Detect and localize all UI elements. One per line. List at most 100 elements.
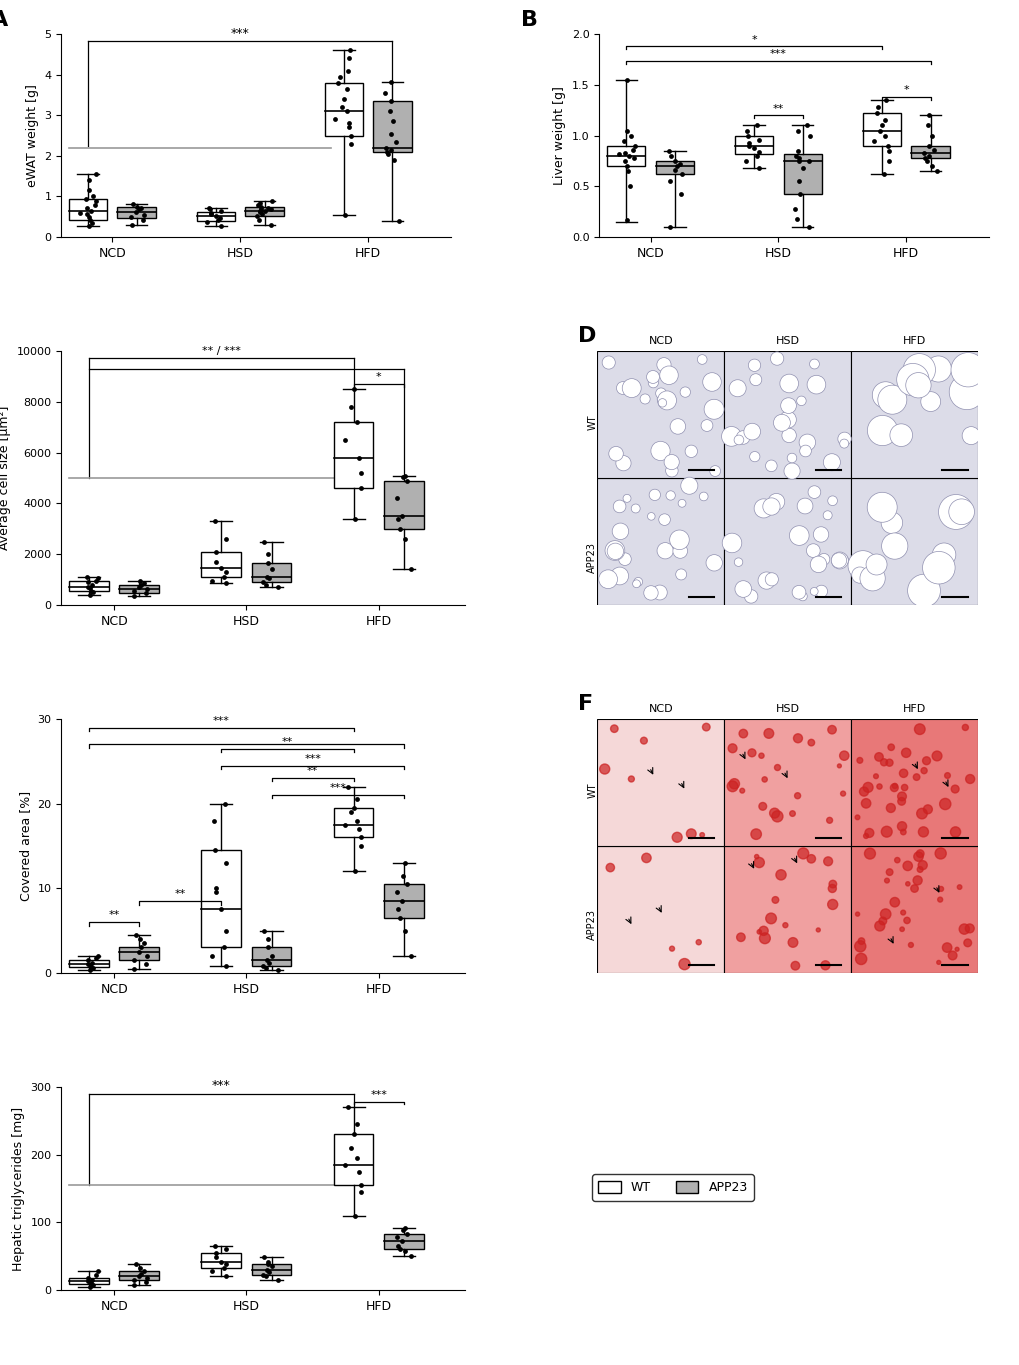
- Bar: [252, 1264, 291, 1275]
- Point: [394, 864, 411, 886]
- Point: [351, 1160, 367, 1182]
- Circle shape: [764, 573, 777, 586]
- Point: [264, 558, 280, 580]
- Point: [78, 197, 95, 218]
- Circle shape: [809, 556, 826, 572]
- Circle shape: [606, 543, 623, 560]
- Point: [878, 135, 895, 157]
- Circle shape: [809, 587, 817, 595]
- Point: [136, 572, 152, 594]
- Circle shape: [963, 939, 971, 947]
- Point: [351, 446, 367, 468]
- Circle shape: [897, 822, 906, 831]
- Text: **: **: [772, 104, 784, 113]
- Point: [790, 171, 806, 192]
- Circle shape: [747, 749, 755, 756]
- Point: [139, 945, 155, 966]
- Point: [389, 898, 406, 920]
- Point: [345, 378, 362, 400]
- Text: **: **: [108, 910, 119, 920]
- Circle shape: [864, 848, 874, 859]
- Point: [800, 216, 816, 238]
- Point: [218, 1265, 234, 1287]
- Point: [345, 1123, 362, 1145]
- Circle shape: [757, 572, 774, 590]
- Point: [123, 206, 140, 228]
- Circle shape: [769, 352, 783, 366]
- Circle shape: [659, 366, 678, 385]
- Circle shape: [772, 415, 790, 431]
- Point: [623, 124, 639, 146]
- Circle shape: [901, 785, 907, 790]
- Circle shape: [837, 554, 848, 565]
- Point: [398, 1223, 415, 1245]
- Circle shape: [736, 431, 749, 445]
- Point: [346, 860, 363, 882]
- Bar: [117, 206, 156, 217]
- Point: [674, 164, 690, 186]
- Circle shape: [815, 928, 819, 932]
- Point: [79, 1267, 96, 1289]
- Point: [786, 198, 802, 220]
- Circle shape: [702, 723, 709, 730]
- Point: [665, 160, 682, 182]
- Point: [264, 191, 280, 213]
- Circle shape: [859, 788, 868, 796]
- Point: [389, 508, 406, 530]
- Circle shape: [640, 737, 647, 744]
- Point: [345, 797, 362, 819]
- Point: [208, 1246, 224, 1268]
- Point: [396, 1216, 413, 1238]
- Circle shape: [828, 880, 836, 887]
- Circle shape: [822, 453, 840, 471]
- Circle shape: [865, 554, 887, 575]
- Circle shape: [936, 897, 942, 902]
- Text: WT: WT: [587, 415, 597, 430]
- Point: [917, 150, 933, 172]
- Circle shape: [669, 419, 685, 434]
- Text: WT: WT: [587, 782, 597, 799]
- Bar: [202, 551, 240, 577]
- Point: [88, 164, 104, 186]
- Circle shape: [780, 397, 796, 414]
- Point: [259, 949, 275, 971]
- Point: [865, 130, 881, 152]
- Bar: [384, 885, 423, 917]
- Point: [90, 568, 106, 590]
- Circle shape: [756, 930, 761, 934]
- Point: [403, 945, 419, 966]
- Circle shape: [823, 857, 832, 865]
- Point: [740, 124, 756, 146]
- Point: [378, 141, 394, 162]
- Point: [327, 108, 343, 130]
- Bar: [197, 212, 234, 221]
- Bar: [324, 83, 363, 135]
- Point: [205, 809, 221, 831]
- Point: [254, 202, 270, 224]
- Point: [256, 531, 272, 553]
- Circle shape: [798, 591, 806, 601]
- Bar: [384, 480, 423, 528]
- Circle shape: [734, 435, 743, 445]
- Circle shape: [632, 580, 640, 588]
- Circle shape: [782, 429, 796, 442]
- Point: [82, 209, 98, 231]
- Point: [85, 184, 101, 206]
- Point: [125, 949, 142, 971]
- Point: [130, 198, 147, 220]
- Point: [403, 1245, 419, 1267]
- Point: [217, 920, 233, 942]
- Text: B: B: [521, 10, 538, 30]
- Point: [212, 214, 228, 236]
- Circle shape: [675, 569, 686, 580]
- Bar: [333, 422, 373, 489]
- Circle shape: [735, 580, 751, 598]
- Point: [90, 1260, 106, 1282]
- Circle shape: [965, 774, 974, 784]
- Point: [382, 90, 398, 112]
- Circle shape: [709, 465, 719, 476]
- Circle shape: [857, 938, 864, 945]
- Text: HFD: HFD: [902, 336, 925, 347]
- Point: [84, 212, 100, 233]
- Point: [342, 1137, 359, 1159]
